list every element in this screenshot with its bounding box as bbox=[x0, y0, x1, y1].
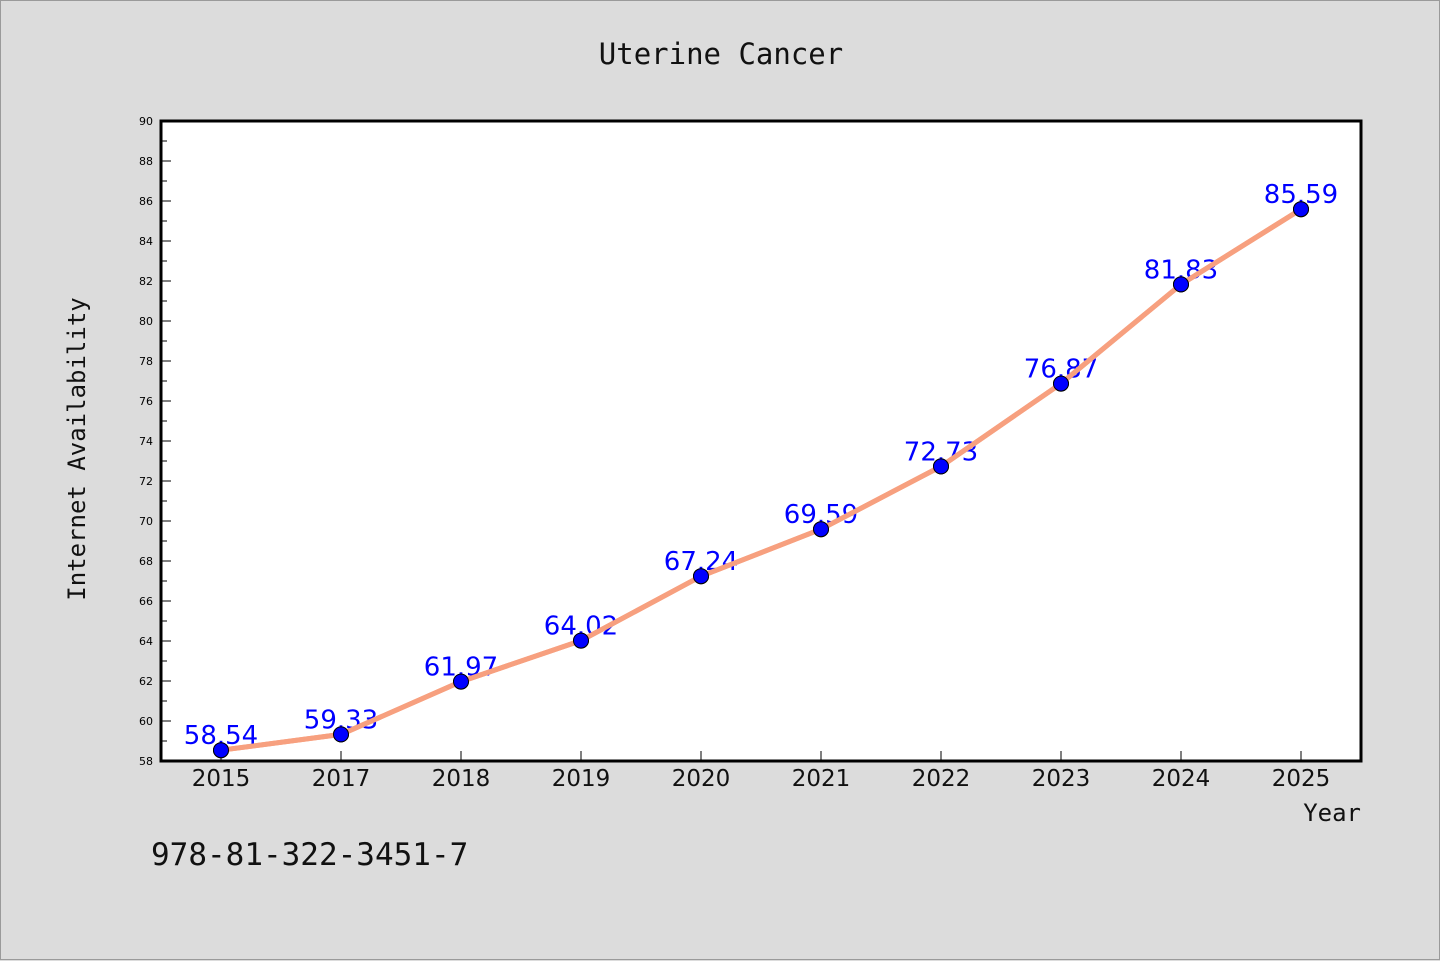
y-tick-label: 72 bbox=[139, 475, 153, 488]
y-axis-ticks: 58 60 62 64 66 68 70 72 74 76 78 80 82 84 86 88 90 bbox=[139, 115, 171, 768]
x-tick-label: 2017 bbox=[312, 766, 371, 792]
x-tick-label: 2023 bbox=[1032, 766, 1091, 792]
y-tick-label: 64 bbox=[139, 635, 153, 648]
data-point-marker-overlay bbox=[453, 673, 469, 690]
y-tick-label: 80 bbox=[139, 315, 153, 328]
x-tick-label: 2022 bbox=[912, 766, 971, 792]
data-point-marker-overlay bbox=[813, 521, 829, 538]
y-tick-label: 84 bbox=[139, 235, 153, 248]
x-tick-label: 2018 bbox=[432, 766, 491, 792]
y-tick-label: 62 bbox=[139, 675, 153, 688]
data-point-marker-overlay bbox=[213, 742, 229, 759]
plot-area bbox=[161, 121, 1361, 761]
x-tick-label: 2015 bbox=[192, 766, 251, 792]
x-tick-label: 2019 bbox=[552, 766, 611, 792]
data-label-layer: 58.5459.3361.9764.0267.2469.5972.7376.87… bbox=[184, 180, 1338, 759]
data-point-marker-overlay bbox=[693, 568, 709, 585]
x-tick-label: 2021 bbox=[792, 766, 851, 792]
data-point-marker-overlay bbox=[1053, 375, 1069, 392]
y-tick-label: 58 bbox=[139, 755, 153, 768]
data-point-marker-overlay bbox=[933, 458, 949, 475]
y-tick-label: 78 bbox=[139, 355, 153, 368]
y-tick-label: 60 bbox=[139, 715, 153, 728]
data-point-marker-overlay bbox=[573, 632, 589, 649]
x-axis-ticks: 2015 2017 2018 2019 2020 2021 2022 2023 2024 2025 bbox=[192, 751, 1331, 792]
y-tick-label: 88 bbox=[139, 155, 153, 168]
y-axis-label: Internet Availability bbox=[63, 297, 91, 600]
footer-isbn: 978-81-322-3451-7 bbox=[151, 837, 468, 873]
y-tick-label: 68 bbox=[139, 555, 153, 568]
plot-border bbox=[159, 119, 1363, 763]
y-tick-label: 82 bbox=[139, 275, 153, 288]
y-tick-label: 90 bbox=[139, 115, 153, 128]
data-point-marker-overlay bbox=[333, 726, 349, 743]
x-tick-label: 2025 bbox=[1272, 766, 1331, 792]
y-tick-label: 86 bbox=[139, 195, 153, 208]
data-point-marker-overlay bbox=[1293, 201, 1309, 218]
y-tick-label: 66 bbox=[139, 595, 153, 608]
series-line-overlay bbox=[218, 206, 1304, 753]
y-tick-label: 70 bbox=[139, 515, 153, 528]
x-axis-label: Year bbox=[1303, 799, 1361, 827]
chart-title: Uterine Cancer bbox=[599, 37, 843, 71]
x-tick-label: 2020 bbox=[672, 766, 731, 792]
data-point-marker-overlay bbox=[1173, 276, 1189, 293]
x-tick-label: 2024 bbox=[1152, 766, 1211, 792]
y-tick-label: 74 bbox=[139, 435, 153, 448]
y-tick-label: 76 bbox=[139, 395, 153, 408]
